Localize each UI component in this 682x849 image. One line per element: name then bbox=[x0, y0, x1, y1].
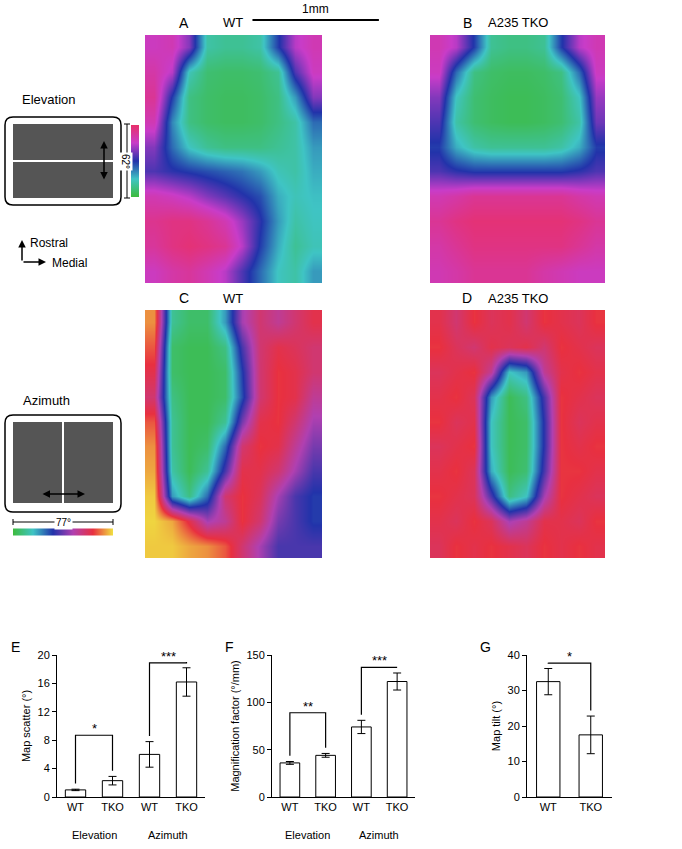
svg-text:TKO: TKO bbox=[175, 801, 198, 813]
svg-text:D: D bbox=[462, 290, 472, 306]
svg-text:Elevation: Elevation bbox=[72, 829, 117, 841]
svg-text:0: 0 bbox=[259, 791, 265, 803]
svg-text:Azimuth: Azimuth bbox=[148, 829, 188, 841]
svg-text:B: B bbox=[463, 15, 472, 31]
svg-text:150: 150 bbox=[246, 649, 264, 661]
svg-text:WT: WT bbox=[281, 801, 298, 813]
svg-text:Magnification factor (°/mm): Magnification factor (°/mm) bbox=[229, 660, 241, 792]
svg-text:100: 100 bbox=[246, 696, 264, 708]
svg-text:WT: WT bbox=[141, 801, 158, 813]
svg-text:30: 30 bbox=[508, 684, 520, 696]
svg-text:**: ** bbox=[303, 699, 313, 714]
svg-text:WT: WT bbox=[353, 801, 370, 813]
svg-text:1mm: 1mm bbox=[302, 2, 329, 16]
svg-text:***: *** bbox=[372, 653, 387, 668]
svg-text:A235 TKO: A235 TKO bbox=[488, 15, 548, 30]
svg-text:F: F bbox=[225, 639, 234, 655]
svg-text:4: 4 bbox=[44, 762, 50, 774]
svg-text:40: 40 bbox=[508, 649, 520, 661]
svg-text:16: 16 bbox=[38, 677, 50, 689]
svg-text:TKO: TKO bbox=[386, 801, 409, 813]
svg-text:G: G bbox=[480, 639, 491, 655]
svg-text:TKO: TKO bbox=[314, 801, 337, 813]
svg-text:A235 TKO: A235 TKO bbox=[488, 291, 548, 306]
svg-text:TKO: TKO bbox=[101, 801, 124, 813]
svg-text:Map scatter (°): Map scatter (°) bbox=[20, 690, 32, 762]
svg-text:Rostral: Rostral bbox=[30, 236, 68, 250]
svg-text:Medial: Medial bbox=[52, 256, 87, 270]
svg-text:Elevation: Elevation bbox=[285, 829, 330, 841]
svg-text:WT: WT bbox=[223, 291, 243, 306]
svg-text:Elevation: Elevation bbox=[22, 92, 75, 107]
svg-text:WT: WT bbox=[223, 15, 243, 30]
svg-text:10: 10 bbox=[508, 755, 520, 767]
svg-text:12: 12 bbox=[38, 706, 50, 718]
svg-text:C: C bbox=[179, 290, 189, 306]
svg-text:77°: 77° bbox=[56, 517, 71, 528]
svg-text:A: A bbox=[179, 15, 189, 31]
svg-text:TKO: TKO bbox=[579, 801, 602, 813]
svg-text:WT: WT bbox=[67, 801, 84, 813]
svg-text:0: 0 bbox=[514, 791, 520, 803]
svg-text:Azimuth: Azimuth bbox=[23, 393, 70, 408]
svg-text:50: 50 bbox=[253, 744, 265, 756]
svg-text:WT: WT bbox=[540, 801, 557, 813]
svg-text:Map tilt (°): Map tilt (°) bbox=[490, 701, 502, 751]
svg-text:20: 20 bbox=[38, 649, 50, 661]
svg-text:*: * bbox=[567, 649, 572, 664]
svg-text:62°: 62° bbox=[120, 154, 131, 169]
svg-text:*: * bbox=[92, 721, 97, 736]
svg-text:E: E bbox=[11, 639, 20, 655]
svg-text:8: 8 bbox=[44, 734, 50, 746]
svg-text:***: *** bbox=[161, 649, 176, 664]
svg-text:0: 0 bbox=[44, 791, 50, 803]
svg-text:20: 20 bbox=[508, 720, 520, 732]
svg-text:Azimuth: Azimuth bbox=[359, 829, 399, 841]
